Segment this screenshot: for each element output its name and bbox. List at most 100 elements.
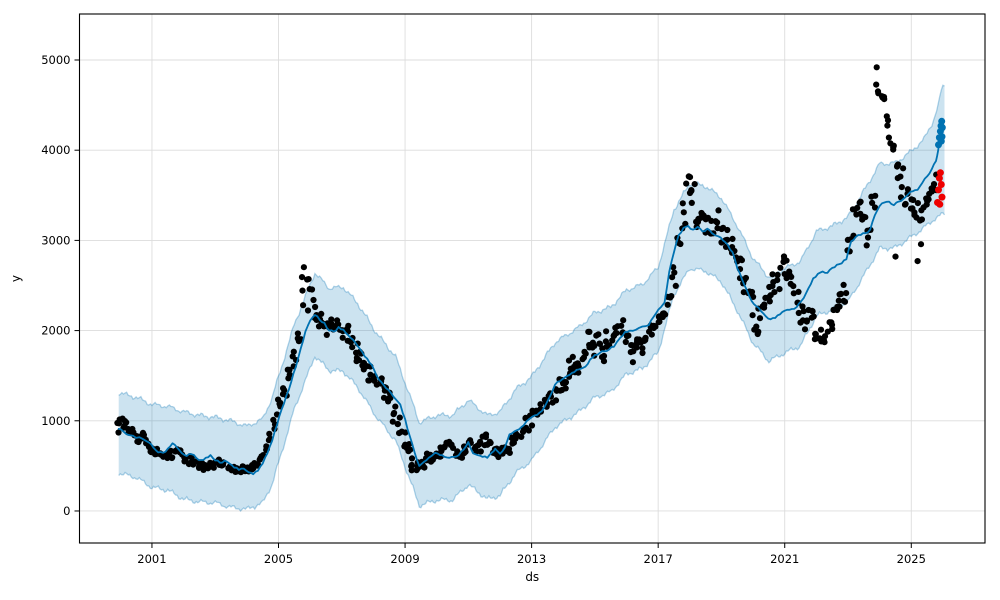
actuals-dot (856, 199, 863, 206)
recent-actual-dot (936, 200, 944, 208)
actuals-dot (795, 299, 802, 306)
actuals-dot (339, 334, 346, 341)
actuals-dot (129, 425, 136, 433)
actuals-dot (920, 204, 927, 211)
actuals-dot (552, 397, 560, 404)
actuals-dot (585, 328, 592, 335)
actuals-dot (286, 366, 293, 373)
actuals-dot (622, 338, 629, 346)
actuals-dot (286, 371, 293, 378)
actuals-dot (790, 290, 797, 297)
actuals-dot (777, 264, 784, 271)
plot-border (78, 13, 986, 544)
recent-actual-dot (935, 174, 943, 182)
actuals-dot (844, 236, 852, 243)
actuals-dot (123, 419, 130, 426)
actuals-dot (487, 439, 494, 447)
actuals-dot (323, 331, 330, 338)
actuals-dot (304, 276, 311, 283)
actuals-dot (836, 303, 843, 310)
actuals-dot (800, 308, 807, 315)
recent-actual-dot (937, 181, 945, 188)
actuals-dot (392, 403, 399, 410)
actuals-dot (854, 204, 861, 211)
actuals-dot (360, 366, 367, 373)
actuals-dot (790, 283, 797, 290)
actuals-dot (863, 242, 870, 249)
actuals-dot (766, 298, 773, 305)
actuals-dot (873, 64, 880, 71)
actuals-dot (724, 226, 731, 234)
actuals-dot (258, 453, 265, 460)
actuals-dot (391, 409, 398, 417)
actuals-dot (385, 398, 392, 405)
actuals-dot (115, 429, 122, 436)
actuals-dot (161, 452, 168, 459)
x-axis: 2001 2005 2009 2013 2017 2021 2025 (137, 543, 926, 566)
y-tick-label: 5000 (41, 53, 70, 67)
actuals-dot (312, 303, 319, 311)
actuals-dot (380, 394, 388, 401)
actuals-dot (565, 357, 573, 364)
actuals-dot (795, 309, 802, 317)
y-axis-label: y (9, 275, 23, 282)
actuals-dot (618, 322, 625, 329)
actuals-dot (795, 288, 802, 295)
actuals-dot (479, 433, 486, 440)
actuals-dot (628, 342, 635, 349)
actuals-dot (589, 344, 596, 351)
recent-actual-dot (938, 193, 946, 201)
actuals-dot (680, 209, 687, 216)
actuals-dot (518, 433, 525, 440)
actuals-dot (885, 134, 893, 141)
uncertainty-band-lower-edge (118, 212, 946, 513)
actuals-dot (349, 344, 356, 351)
recent-actual-dot (936, 169, 944, 177)
actuals-dot (575, 369, 582, 376)
actuals-dot (682, 220, 689, 227)
actuals-dot (769, 271, 776, 278)
actuals-dot (408, 463, 415, 470)
actuals-dot (300, 264, 307, 271)
forecast-line (117, 122, 943, 476)
actuals-dot (872, 192, 879, 199)
actuals-dot (582, 350, 589, 357)
actuals-dot (603, 328, 610, 335)
actuals-dot (803, 317, 811, 324)
actuals-dot (595, 331, 602, 338)
actuals-dot (914, 200, 922, 207)
actuals-dot (270, 416, 277, 423)
actuals-dot (686, 174, 694, 181)
actuals-dot (461, 446, 469, 453)
actuals-dot (799, 303, 806, 310)
actuals-dot (474, 442, 481, 449)
actuals-outlier-dot (892, 253, 899, 260)
actuals-dot (639, 345, 646, 352)
actuals-dot (204, 465, 212, 472)
actuals-dot (890, 146, 897, 153)
actuals-dot (900, 165, 907, 172)
y-tick-label: 3000 (41, 233, 70, 247)
actuals-dot (817, 326, 825, 333)
actuals-dot (691, 181, 698, 188)
actuals-dot (859, 216, 866, 223)
actuals-dot (835, 297, 842, 304)
actuals-dot (623, 333, 631, 340)
actuals-dot (528, 422, 536, 429)
actuals-dot (299, 287, 306, 294)
actuals-dot (679, 200, 686, 207)
actuals-dot (930, 181, 938, 188)
actuals-dot (749, 312, 756, 319)
actuals-dot (788, 273, 795, 280)
actuals-dot (826, 319, 833, 326)
actuals-dot (308, 286, 316, 293)
actuals-dot (304, 307, 312, 314)
actuals-outlier-dot (914, 258, 921, 265)
actuals-dot (871, 204, 879, 211)
actuals-dot (579, 356, 586, 363)
actuals-dot (441, 444, 448, 451)
y-axis: 0 1000 2000 3000 4000 5000 (41, 53, 80, 518)
actuals-dot (864, 234, 872, 241)
actuals-dot (718, 225, 725, 233)
